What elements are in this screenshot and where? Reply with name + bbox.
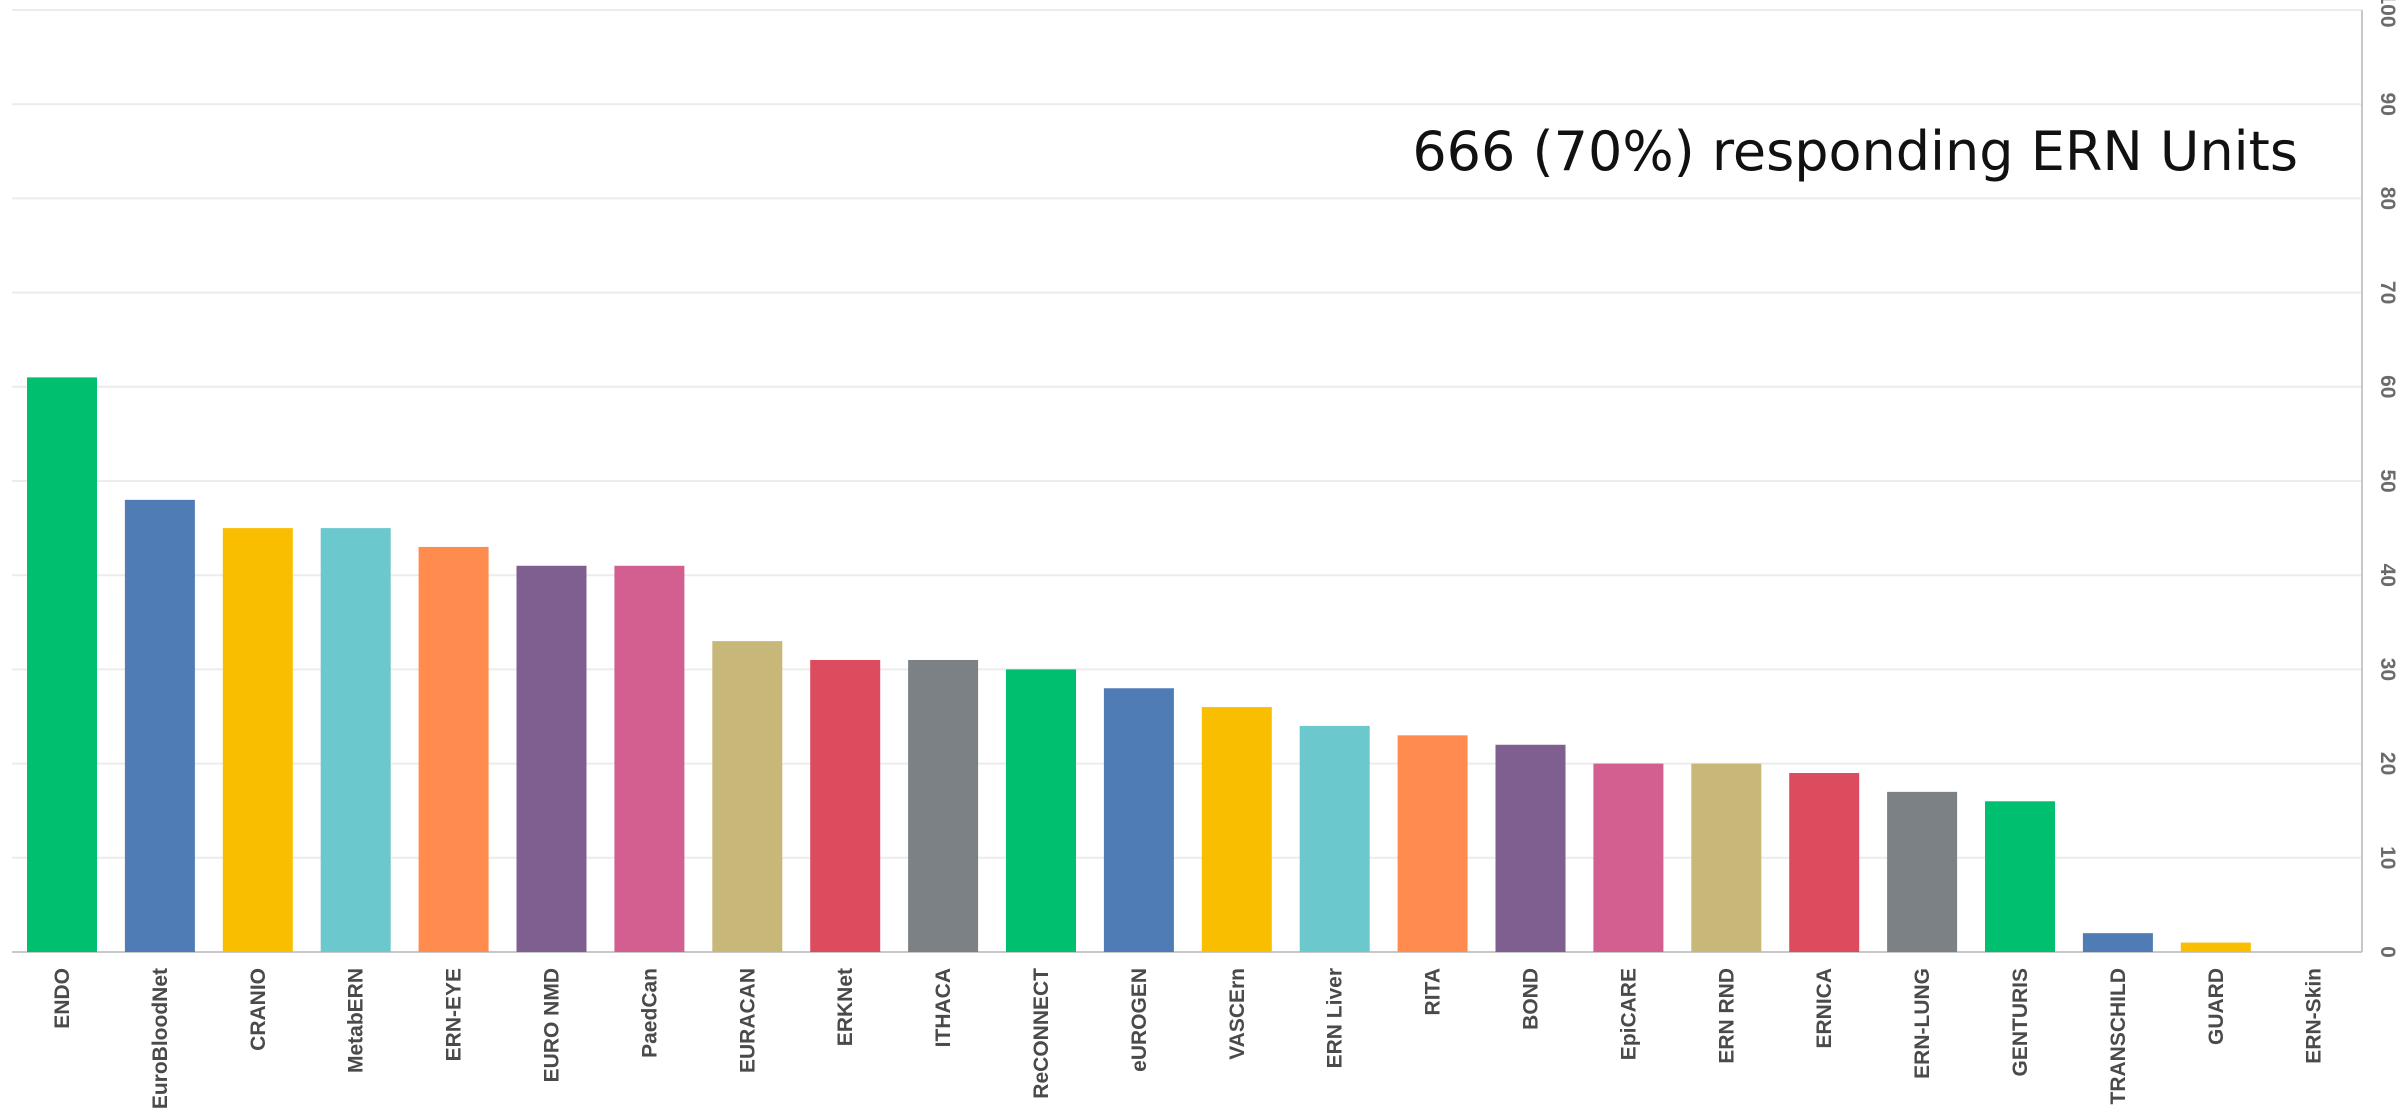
bar [320, 528, 391, 952]
category-label: eUROGEN [1128, 968, 1151, 1072]
bar [1397, 735, 1468, 952]
category-label: EURO NMD [541, 968, 564, 1082]
bar [418, 546, 489, 952]
bar [1103, 688, 1174, 952]
y-tick-label: 50 [2376, 469, 2399, 492]
chart-annotation: 666 (70%) responding ERN Units [1412, 120, 2298, 183]
category-label: ERN-EYE [443, 968, 466, 1061]
y-tick-label: 70 [2376, 281, 2399, 304]
y-tick-label: 100 [2376, 0, 2399, 28]
category-label: CRANIO [247, 968, 270, 1051]
category-label: ERN-Skin [2303, 968, 2326, 1064]
bar [2180, 942, 2251, 952]
y-tick-label: 90 [2376, 93, 2399, 116]
category-labels: ENDO EuroBloodNet CRANIO MetabERN ERN-EYE EUR… [51, 968, 2326, 1109]
category-label: ERN-LUNG [1911, 968, 1934, 1079]
category-label: ReCONNECT [1030, 968, 1053, 1099]
y-tick-label: 40 [2376, 564, 2399, 587]
category-label: TRANSCHILD [2107, 968, 2130, 1105]
bar [2082, 933, 2153, 952]
bar [516, 565, 587, 952]
bar [1006, 669, 1076, 952]
category-label: GUARD [2205, 968, 2228, 1045]
y-tick-label: 10 [2376, 846, 2399, 869]
category-label: BOND [1520, 968, 1543, 1030]
category-label: ENDO [51, 968, 74, 1029]
category-label: ERN Liver [1324, 968, 1347, 1068]
bar [1789, 773, 1860, 952]
bar [1985, 801, 2055, 952]
category-label: MetabERN [345, 968, 368, 1073]
gridlines [12, 9, 2362, 953]
y-tick-label: 20 [2376, 752, 2399, 775]
y-tick-label: 80 [2376, 187, 2399, 210]
bars [27, 377, 2251, 952]
bar [712, 641, 783, 952]
category-label: EpiCARE [1617, 968, 1640, 1060]
bar [1495, 744, 1566, 952]
bar [810, 659, 881, 952]
y-tick-label: 0 [2376, 946, 2399, 958]
category-label: ERKNet [834, 968, 857, 1046]
category-label: EuroBloodNet [149, 968, 172, 1109]
y-tick-label: 30 [2376, 658, 2399, 681]
bar [124, 499, 195, 952]
bar [1887, 791, 1958, 952]
category-label: EURACAN [736, 968, 759, 1073]
category-label: VASCErn [1226, 968, 1249, 1060]
bar [1299, 725, 1370, 952]
bar [908, 659, 979, 952]
bar [1593, 763, 1664, 952]
bar [614, 565, 685, 952]
bar [27, 377, 97, 952]
category-label: ERN RND [1715, 968, 1738, 1064]
category-label: RITA [1422, 968, 1445, 1015]
category-label: PaedCan [638, 968, 661, 1058]
bar [1691, 763, 1762, 952]
category-label: ITHACA [932, 968, 955, 1047]
category-label: GENTURIS [2009, 968, 2032, 1077]
bar [222, 528, 293, 952]
y-tick-label: 60 [2376, 375, 2399, 398]
bar [1201, 707, 1272, 952]
category-label: ERNICA [1813, 968, 1836, 1049]
y-axis-ticks: 0 10 20 30 40 50 60 70 80 90 100 [2376, 0, 2399, 958]
